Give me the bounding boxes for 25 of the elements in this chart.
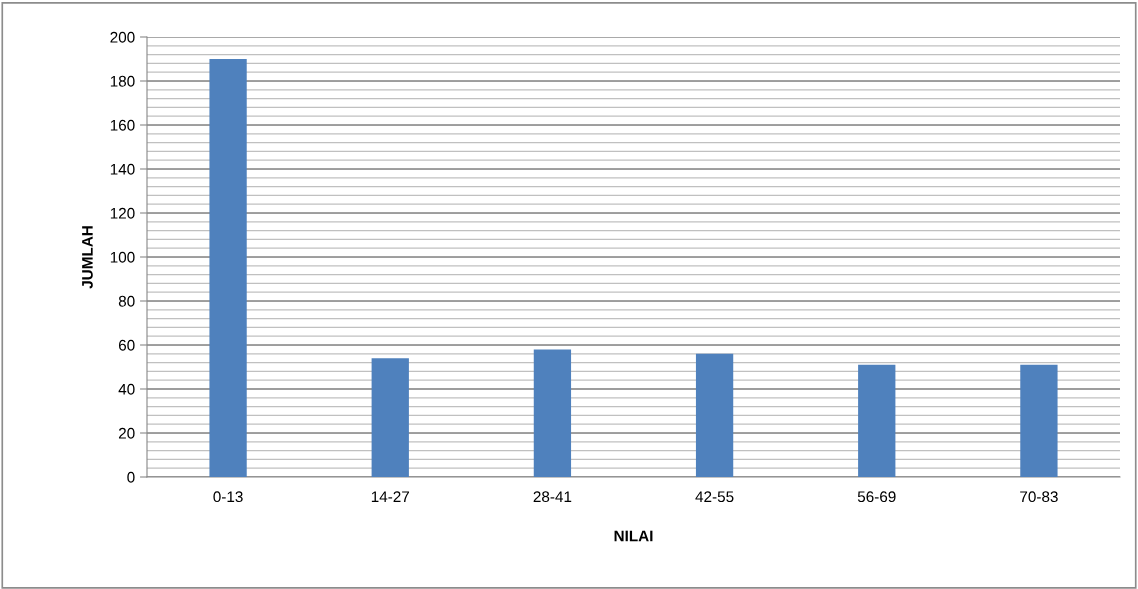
x-tick-label: 70-83 [1020, 491, 1058, 503]
y-axis-title: JUMLAH [82, 226, 93, 289]
y-tick-label: 0 [127, 471, 135, 483]
bar [695, 353, 734, 477]
y-tick-label: 80 [118, 295, 135, 307]
bar [371, 358, 409, 477]
y-tick-label: 40 [118, 383, 135, 395]
y-tick-label: 60 [118, 339, 135, 351]
x-axis-title: NILAI [614, 530, 653, 542]
x-tick-label: 0-13 [213, 491, 243, 503]
x-tick-label: 28-41 [533, 491, 572, 503]
bar [1020, 364, 1058, 477]
x-tick-label: 14-27 [371, 491, 410, 502]
y-tick-label: 20 [118, 427, 135, 439]
y-tick-label: 140 [110, 163, 135, 175]
y-tick-label: 200 [110, 31, 135, 43]
x-tick-label: 56-69 [857, 491, 896, 503]
y-tick-label: 160 [110, 119, 135, 131]
y-tick-label: 120 [110, 207, 135, 219]
y-tick-label: 180 [110, 75, 135, 87]
x-tick-label: 42-55 [695, 491, 734, 503]
bar [533, 349, 572, 477]
bar [209, 59, 247, 477]
bar [858, 364, 896, 477]
y-tick-label: 100 [110, 251, 135, 263]
